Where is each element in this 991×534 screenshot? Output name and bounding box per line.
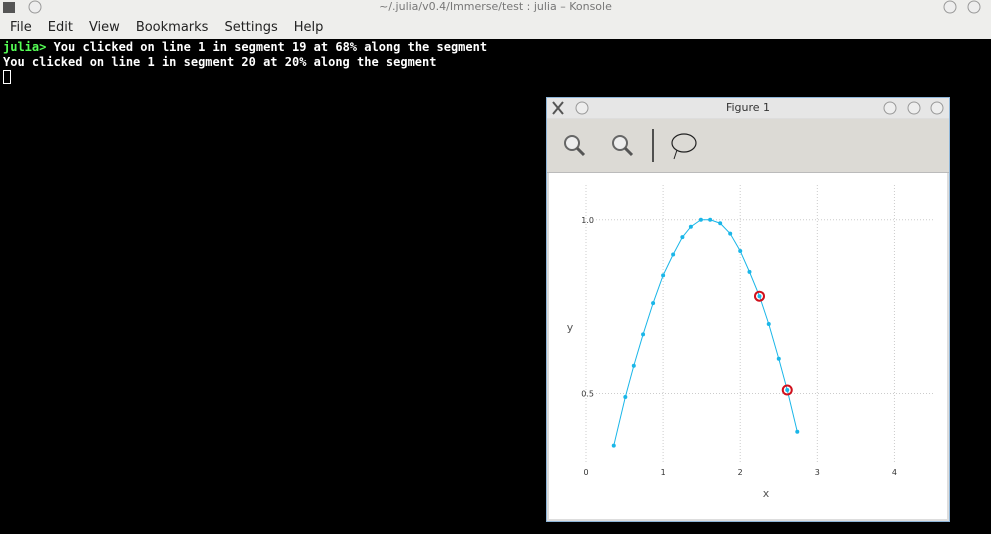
data-point [747, 269, 752, 274]
menu-bar: File Edit View Bookmarks Settings Help [0, 17, 991, 39]
maximize-button[interactable] [907, 101, 921, 115]
menu-item[interactable]: Edit [47, 20, 73, 35]
app-icon [3, 2, 15, 13]
output-text: You clicked on line 1 in segment 20 at 2… [3, 55, 437, 69]
title-bar: ~/.julia/v0.4/Immerse/test : julia – Kon… [0, 0, 991, 17]
close-button[interactable] [930, 101, 944, 115]
x-tick-label: 3 [815, 468, 820, 477]
figure-title: Figure 1 [725, 101, 771, 114]
x-tick-label: 4 [892, 468, 897, 477]
data-point [688, 224, 693, 229]
terminal: julia> You clicked on line 1 in segment … [3, 40, 487, 70]
figure-title-bar: Figure 1 [547, 98, 949, 118]
data-point [776, 356, 781, 361]
menu-item[interactable]: View [88, 20, 120, 35]
data-point [680, 235, 685, 240]
prompt: julia> [3, 40, 47, 54]
plot: 0 1 2 3 4 0.5 1.0 x y [549, 173, 947, 519]
terminal-line: julia> You clicked on line 1 in segment … [3, 40, 487, 55]
data-point [611, 443, 616, 448]
data-point [661, 273, 666, 278]
figure-controls [552, 101, 944, 115]
maximize-button[interactable] [967, 0, 981, 14]
terminal-line: You clicked on line 1 in segment 20 at 2… [3, 55, 487, 70]
data-line [613, 219, 798, 446]
lasso-button[interactable] [671, 133, 697, 160]
menu-button[interactable] [575, 101, 589, 115]
y-tick-label: 0.5 [581, 390, 594, 399]
data-point [671, 252, 676, 257]
data-point [651, 301, 656, 306]
data-point [757, 294, 762, 299]
data-point [728, 231, 733, 236]
data-point [718, 221, 723, 226]
data-point [698, 217, 703, 222]
menu-item[interactable]: File [10, 20, 32, 35]
menu-button[interactable] [28, 0, 42, 14]
cursor [3, 70, 11, 84]
plot-background [549, 173, 947, 519]
x-tick-label: 1 [661, 468, 666, 477]
menu-item[interactable]: Settings [224, 20, 278, 35]
window-title: ~/.julia/v0.4/Immerse/test : julia – Kon… [379, 0, 612, 13]
data-point [795, 429, 800, 434]
data-point [641, 332, 646, 337]
highlight-ring [781, 384, 793, 396]
reset-zoom-button[interactable] [612, 135, 634, 157]
data-point [631, 363, 636, 368]
x-tick-label: 0 [583, 468, 588, 477]
app-icon [552, 101, 564, 115]
minimize-button[interactable] [883, 101, 897, 115]
window-controls [3, 0, 981, 14]
data-point [623, 394, 628, 399]
x-axis-label: x [763, 487, 770, 500]
data-point [738, 249, 743, 254]
minimize-button[interactable] [943, 0, 957, 14]
zoom-button[interactable] [564, 135, 586, 157]
x-tick-label: 2 [738, 468, 743, 477]
data-point [766, 322, 771, 326]
data-point [785, 388, 790, 393]
output-text: You clicked on line 1 in segment 19 at 6… [46, 40, 488, 54]
menu-item[interactable]: Help [293, 20, 324, 35]
highlight-ring [754, 290, 765, 302]
toolbar [547, 119, 949, 173]
menu-item[interactable]: Bookmarks [135, 20, 209, 35]
figure-window: Figure 1 0 1 2 3 4 0.5 1.0 x y [546, 97, 950, 522]
y-tick-label: 1.0 [581, 216, 594, 225]
y-axis-label: y [567, 321, 574, 334]
data-point [708, 217, 713, 222]
